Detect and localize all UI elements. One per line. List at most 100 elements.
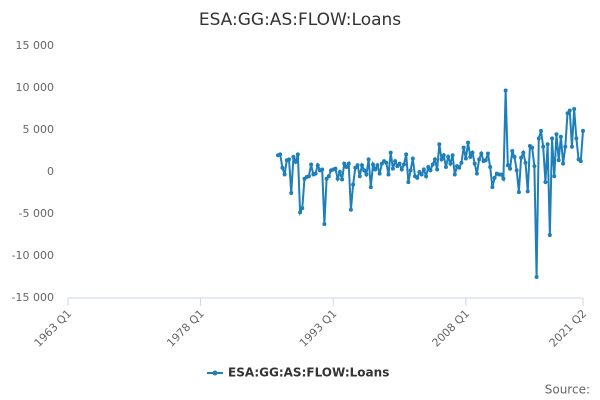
point [322,222,327,227]
point [450,153,455,158]
point [510,149,515,153]
point [536,136,541,141]
series-line [277,90,584,278]
y-tick-label: 10 000 [16,81,55,94]
point [556,158,561,163]
point [384,160,389,165]
point [386,172,391,177]
point [543,180,548,185]
point [488,164,493,169]
point [446,154,451,159]
point [516,190,521,195]
point [437,142,442,147]
chart-title: ESA:GG:AS:FLOW:Loans [199,10,401,30]
point [459,160,464,165]
point [461,145,466,150]
point [472,161,477,166]
point [574,136,579,141]
point [523,160,528,165]
point [466,140,471,145]
point [359,163,364,168]
point [443,164,448,169]
point [525,189,530,194]
x-tick-label: 2008 Q1 [430,307,473,350]
point [499,172,504,177]
point [581,128,585,133]
point [508,166,513,171]
point [415,175,420,180]
point [530,145,535,150]
point [306,174,311,179]
point [315,163,320,168]
point [424,174,429,179]
point [373,167,378,172]
point [547,233,552,237]
point [572,107,577,111]
point [485,151,490,156]
point [397,161,402,166]
point [326,174,331,179]
legend-symbol [212,370,218,376]
point [278,152,283,157]
point [401,162,406,167]
point [309,162,314,167]
point [410,156,415,161]
point [344,164,349,169]
y-tick-label: 15 000 [16,39,55,52]
point [377,171,382,176]
point [479,151,484,156]
point [362,168,367,173]
point [289,191,294,195]
point [492,175,497,180]
y-tick-label: 0 [47,165,54,178]
point [428,168,433,173]
x-tick-label: 1963 Q1 [32,307,75,350]
point [333,166,338,171]
point [342,161,347,166]
point [364,172,369,177]
point [366,157,371,162]
point [474,171,479,176]
point [298,210,303,215]
point [435,167,440,172]
point [320,167,325,172]
point [300,206,305,211]
point [357,174,362,179]
credit: Source: [545,383,590,397]
point [390,166,395,171]
point [293,159,298,164]
point [408,168,413,173]
legend-label: ESA:GG:AS:FLOW:Loans [228,366,389,380]
point [421,167,426,172]
point [432,157,437,162]
point [550,136,555,141]
point [351,182,356,187]
point [393,159,398,164]
y-tick-label: -15 000 [12,291,54,304]
point [457,165,462,170]
point [463,156,468,161]
point [519,155,524,160]
point [468,154,473,159]
point [430,162,435,167]
point [558,134,563,139]
point [340,177,345,182]
point [371,162,376,167]
point [512,154,517,159]
y-tick-label: 5 000 [23,123,55,136]
point [426,164,431,169]
point [287,157,292,162]
point [337,170,342,174]
point [346,161,351,166]
point [355,163,360,168]
point [313,171,318,176]
point [404,152,409,157]
point [539,128,544,133]
point [348,207,353,212]
point [503,88,508,93]
x-tick-label: 1993 Q1 [297,307,340,350]
point [448,161,453,166]
point [388,150,393,155]
point [483,158,488,163]
point [514,168,519,173]
